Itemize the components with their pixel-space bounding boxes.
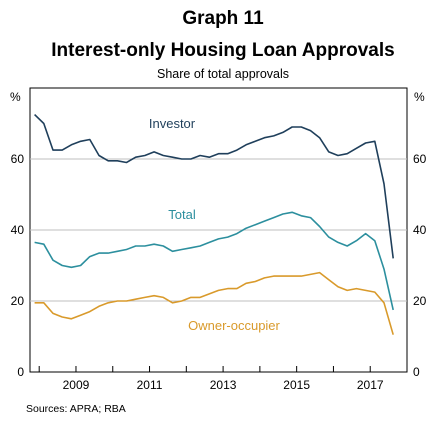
- left-unit-label: %: [10, 90, 21, 104]
- x-tick-label-2011: 2011: [137, 378, 163, 392]
- y-tick-right-60: 60: [413, 152, 427, 166]
- graph-number-label: Graph 11: [182, 8, 264, 29]
- series-label-owner-occupier: Owner-occupier: [188, 318, 280, 333]
- x-tick-label-2015: 2015: [283, 378, 310, 392]
- series-label-investor: Investor: [149, 116, 196, 131]
- x-tick-label-2009: 2009: [63, 378, 90, 392]
- axis-labels: 0 0 20 20 40 40 60 60 2009 2011 2013 2015 2017: [11, 152, 427, 392]
- source-note: Sources: APRA; RBA: [26, 403, 126, 415]
- owner-occupier-line: [34, 271, 394, 335]
- y-tick-left-20: 20: [11, 294, 25, 308]
- chart-title: Interest-only Housing Loan Approvals: [51, 40, 395, 61]
- investor-line: [34, 114, 394, 259]
- total-line: [34, 211, 394, 311]
- y-tick-left-0: 0: [17, 365, 24, 379]
- series-lines: [34, 114, 394, 335]
- chart-subtitle: Share of total approvals: [156, 67, 290, 81]
- x-tick-label-2017: 2017: [357, 378, 384, 392]
- y-tick-left-60: 60: [11, 152, 25, 166]
- y-tick-right-20: 20: [413, 294, 427, 308]
- x-tick-label-2013: 2013: [210, 378, 237, 392]
- y-tick-left-40: 40: [11, 223, 25, 237]
- series-label-total: Total: [168, 207, 196, 222]
- y-tick-right-40: 40: [413, 223, 427, 237]
- y-tick-right-0: 0: [413, 365, 420, 379]
- grid-lines: [30, 158, 407, 302]
- right-unit-label: %: [414, 90, 425, 104]
- x-axis-ticks: [38, 366, 371, 372]
